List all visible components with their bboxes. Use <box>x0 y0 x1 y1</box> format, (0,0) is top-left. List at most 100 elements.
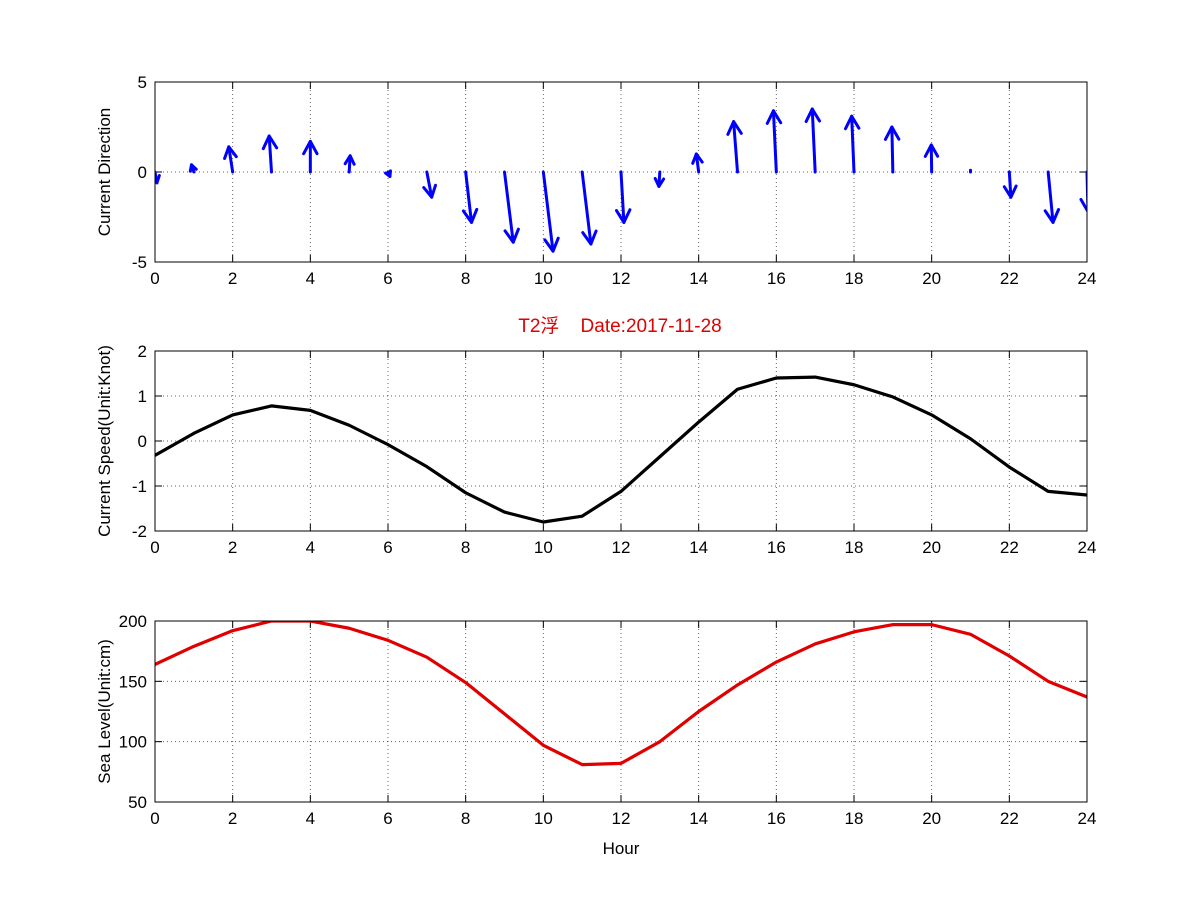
x-tick-label: 18 <box>845 809 864 828</box>
x-tick-label: 14 <box>689 538 708 557</box>
arrow-head <box>923 143 940 158</box>
direction-arrow <box>302 139 319 174</box>
arrow-head <box>302 139 319 156</box>
x-tick-label: 10 <box>534 269 553 288</box>
direction-arrow <box>843 114 861 174</box>
arrow-shaft <box>1046 170 1055 224</box>
data-point <box>1008 654 1011 658</box>
direction-arrow <box>503 170 520 244</box>
arrow-shaft <box>850 114 856 174</box>
direction-arrow <box>384 169 392 178</box>
direction-arrow <box>653 170 666 188</box>
data-point <box>386 443 390 446</box>
data-point <box>542 744 545 747</box>
arrow-shaft <box>619 170 626 224</box>
arrow-head <box>543 236 560 253</box>
direction-arrow <box>923 143 940 174</box>
arrow-head <box>581 229 598 246</box>
x-tick-label: 18 <box>845 538 864 557</box>
data-point <box>347 424 351 427</box>
data-point <box>813 642 817 646</box>
direction-arrow <box>223 145 238 174</box>
x-tick-label: 6 <box>383 809 392 828</box>
arrow-head <box>883 125 901 141</box>
x-axis-label: Hour <box>603 839 640 858</box>
arrow-head <box>422 183 437 199</box>
data-point <box>736 388 739 391</box>
direction-arrow <box>765 109 783 174</box>
x-tick-label: 6 <box>383 269 392 288</box>
x-tick-label: 6 <box>383 538 392 557</box>
y-tick-label: 100 <box>119 733 147 752</box>
data-point <box>270 404 273 408</box>
x-tick-label: 2 <box>228 538 237 557</box>
arrow-shaft <box>810 107 817 174</box>
data-point <box>231 629 234 632</box>
data-point <box>969 437 972 440</box>
arrow-head <box>1043 208 1061 224</box>
x-tick-label: 20 <box>922 269 941 288</box>
arrow-head <box>188 163 198 173</box>
arrow-head <box>804 107 822 124</box>
data-point <box>697 420 700 424</box>
data-point <box>347 627 351 630</box>
data-point <box>1008 465 1011 469</box>
x-tick-label: 20 <box>922 538 941 557</box>
data-point <box>697 710 700 713</box>
arrow-head <box>261 134 279 151</box>
direction-arrow <box>883 125 901 174</box>
data-point <box>775 376 778 380</box>
data-point <box>969 633 972 636</box>
arrow-shaft <box>464 170 473 224</box>
x-tick-label: 12 <box>612 809 631 828</box>
x-tick-label: 4 <box>306 269 315 288</box>
x-tick-label: 14 <box>689 269 708 288</box>
x-tick-label: 16 <box>767 538 786 557</box>
data-layer <box>155 375 1087 524</box>
data-point <box>1046 680 1050 683</box>
y-tick-label: -2 <box>132 522 147 541</box>
x-tick-label: 0 <box>150 809 159 828</box>
data-point <box>658 455 662 458</box>
arrow-shaft <box>541 170 555 253</box>
direction-arrow <box>541 170 560 253</box>
arrow-head <box>726 120 743 136</box>
arrow-shaft <box>890 125 895 174</box>
arrow-head <box>155 174 161 185</box>
direction-arrow <box>188 163 198 174</box>
y-tick-label: 1 <box>138 387 147 406</box>
data-point <box>386 639 390 642</box>
direction-arrow <box>422 170 437 199</box>
data-point <box>464 491 467 494</box>
direction-arrow <box>343 154 356 174</box>
arrow-head <box>615 208 632 224</box>
y-axis-label: Current Speed(Unit:Knot) <box>95 345 114 537</box>
data-point <box>503 510 506 514</box>
arrow-shaft <box>267 134 273 174</box>
x-tick-label: 8 <box>461 269 470 288</box>
arrow-head <box>461 207 479 224</box>
x-tick-label: 4 <box>306 538 315 557</box>
x-tick-label: 16 <box>767 269 786 288</box>
data-point <box>813 375 817 379</box>
arrow-shaft <box>1007 170 1013 199</box>
x-tick-label: 24 <box>1078 538 1097 557</box>
y-axis-label: Sea Level(Unit:cm) <box>95 639 114 784</box>
arrow-shaft <box>503 170 515 244</box>
arrow-shaft <box>771 109 778 174</box>
x-tick-label: 22 <box>1000 538 1019 557</box>
data-point <box>736 683 739 687</box>
x-tick-label: 16 <box>767 809 786 828</box>
arrow-head <box>223 145 238 160</box>
x-tick-label: 24 <box>1078 269 1097 288</box>
data-point <box>231 413 234 417</box>
data-point <box>775 660 778 664</box>
arrow-head <box>843 114 861 131</box>
axes-frame <box>154 81 1088 263</box>
data-point <box>464 681 467 684</box>
y-tick-label: 150 <box>119 672 147 691</box>
data-point <box>192 645 196 648</box>
data-point <box>891 395 895 399</box>
